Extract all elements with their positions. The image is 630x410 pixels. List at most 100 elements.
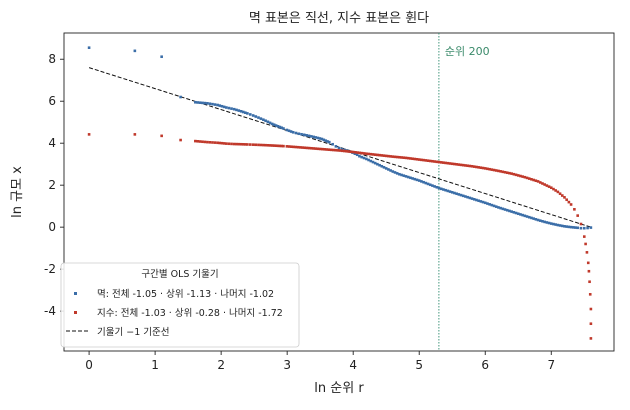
data-point	[373, 153, 377, 156]
data-point	[87, 133, 91, 136]
data-point	[563, 225, 566, 228]
data-point	[378, 163, 381, 167]
data-point	[395, 155, 399, 159]
data-point	[340, 147, 344, 151]
data-point	[289, 130, 293, 133]
data-point	[340, 149, 344, 153]
legend-swatch-exponential	[74, 311, 77, 314]
data-point	[303, 146, 307, 150]
data-point	[545, 184, 549, 187]
data-point	[417, 179, 421, 182]
data-point	[179, 138, 182, 142]
data-point	[558, 224, 562, 227]
data-point	[475, 198, 478, 202]
data-point	[310, 146, 313, 150]
data-point	[530, 216, 533, 220]
data-point	[402, 156, 406, 159]
data-point	[501, 207, 505, 211]
legend-title: 구간별 OLS 기울기	[141, 269, 218, 280]
data-point	[545, 221, 549, 224]
data-point	[237, 109, 241, 112]
data-point	[327, 148, 331, 151]
data-point	[220, 104, 224, 108]
data-point	[276, 125, 280, 128]
data-point	[532, 178, 535, 182]
data-point	[211, 141, 214, 144]
data-point	[384, 167, 388, 170]
data-point	[587, 269, 591, 273]
data-point	[369, 159, 373, 163]
data-point	[448, 162, 452, 165]
data-point	[514, 173, 518, 177]
data-point	[262, 118, 265, 121]
data-point	[556, 223, 560, 227]
data-point	[541, 182, 544, 185]
y-axis: 8 6 4 2 0 -2 -4	[44, 52, 64, 318]
data-point	[534, 218, 538, 221]
data-point	[560, 224, 564, 228]
data-point	[455, 163, 458, 166]
data-point	[585, 251, 589, 254]
data-point	[510, 172, 513, 175]
data-point	[278, 125, 282, 129]
data-point	[450, 191, 454, 194]
data-point	[503, 208, 507, 211]
reference-line-layer	[88, 67, 592, 228]
data-point	[331, 142, 334, 146]
data-point	[378, 153, 381, 157]
data-point	[446, 161, 450, 165]
data-point	[510, 210, 513, 213]
x-tick-label: 5	[415, 358, 423, 372]
data-point	[497, 169, 500, 173]
data-point	[285, 145, 289, 148]
data-point	[420, 158, 423, 162]
legend-entry-power: 멱: 전체 -1.05 · 상위 -1.13 · 나머지 -1.02	[97, 288, 274, 300]
data-point	[387, 154, 390, 158]
data-point	[457, 163, 461, 166]
data-point	[371, 153, 375, 156]
data-point	[201, 140, 204, 144]
data-point	[218, 141, 222, 145]
data-point	[297, 132, 301, 136]
data-point	[287, 145, 291, 148]
data-point	[565, 198, 568, 202]
data-point	[380, 154, 384, 157]
data-point	[211, 102, 214, 106]
data-point	[270, 122, 274, 126]
data-point	[444, 188, 447, 192]
data-point	[345, 149, 348, 153]
data-point	[468, 196, 472, 200]
data-point	[466, 164, 469, 168]
data-point	[237, 142, 241, 146]
data-point	[323, 148, 326, 151]
data-point	[194, 100, 197, 104]
data-point	[527, 177, 531, 180]
data-point	[571, 226, 575, 229]
y-tick-label: -4	[44, 304, 56, 318]
data-point	[422, 180, 425, 184]
data-point	[216, 141, 219, 145]
data-point	[307, 146, 311, 150]
data-point	[588, 293, 592, 296]
data-point	[404, 156, 408, 160]
data-point	[133, 49, 137, 53]
data-point	[380, 164, 384, 168]
data-point	[527, 215, 531, 219]
data-point	[395, 172, 399, 175]
data-point	[294, 145, 298, 149]
data-point	[547, 221, 551, 225]
data-point	[466, 195, 469, 199]
data-point	[516, 212, 520, 216]
data-point	[464, 195, 467, 198]
data-point	[337, 146, 341, 150]
data-point	[393, 171, 397, 174]
data-point	[278, 144, 282, 148]
data-point	[196, 140, 200, 143]
data-point	[519, 213, 522, 216]
data-point	[382, 166, 386, 169]
data-point	[232, 142, 236, 146]
data-point	[268, 121, 272, 125]
data-point	[358, 151, 362, 155]
data-point	[213, 141, 217, 144]
data-point	[415, 157, 419, 161]
